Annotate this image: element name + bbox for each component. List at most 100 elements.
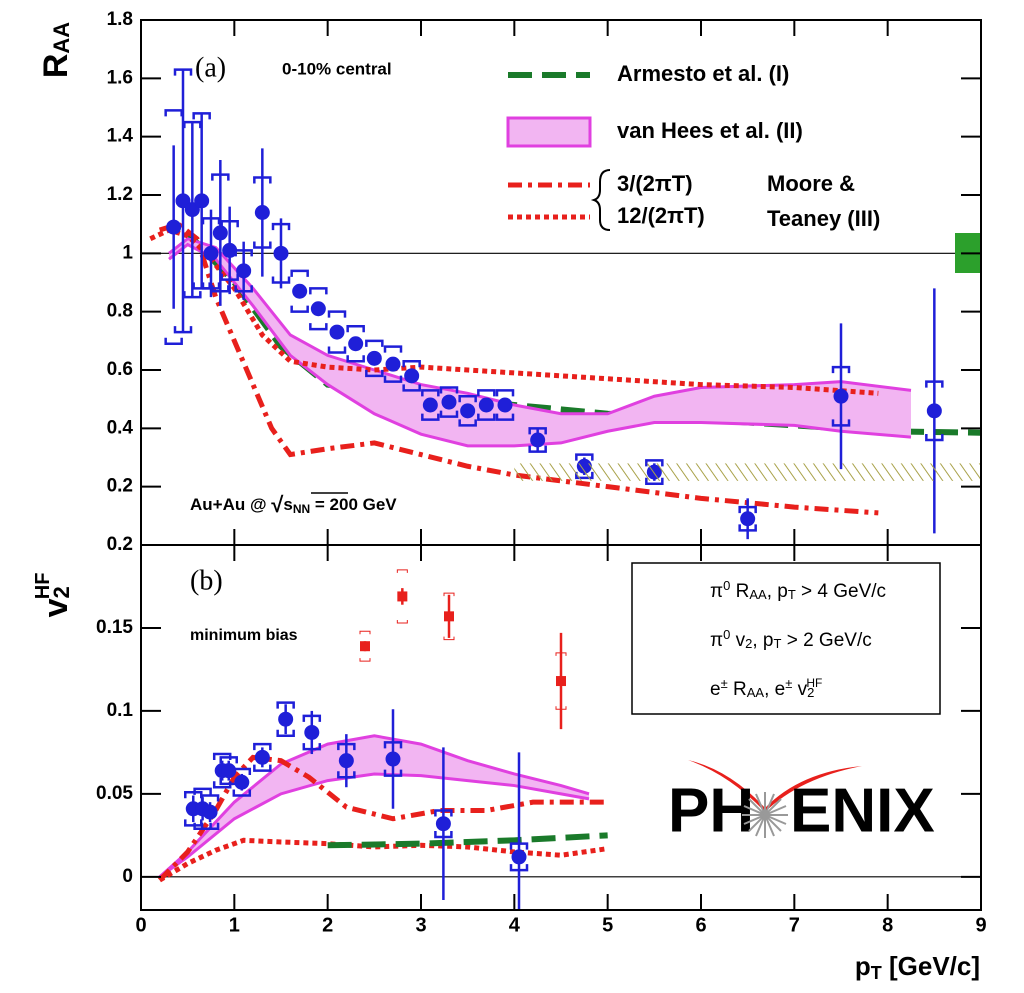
point	[385, 751, 401, 767]
point	[511, 849, 527, 865]
point	[212, 225, 228, 241]
annotation: 0-10% central	[282, 59, 392, 78]
sys-bracket	[309, 287, 328, 331]
band-edge	[158, 772, 590, 879]
logo-swoosh	[688, 760, 862, 812]
logo-text: PH	[668, 776, 754, 845]
y-tick-label: 1	[122, 242, 133, 263]
x-tick-label: 4	[509, 914, 521, 936]
sys-bracket	[253, 742, 272, 772]
legend-label: π0 v2, pT > 2 GeV/c	[710, 627, 872, 652]
sys-bracket	[528, 427, 547, 453]
y-tick-label: 0.4	[107, 417, 134, 438]
curve	[327, 832, 608, 849]
point	[397, 591, 408, 602]
point	[385, 356, 401, 372]
point	[833, 388, 849, 404]
logo-star	[742, 792, 788, 838]
point	[338, 753, 354, 769]
sys-bracket	[439, 386, 459, 418]
panel-label: (a)	[195, 52, 226, 83]
sys-bracket	[421, 389, 440, 421]
band	[514, 463, 981, 481]
curve	[158, 221, 879, 516]
band	[169, 238, 911, 446]
curve	[149, 227, 879, 396]
band	[159, 735, 589, 877]
y-tick-label: 0.2	[107, 534, 133, 555]
sys-bracket	[346, 325, 365, 363]
brace	[590, 169, 611, 231]
legend-box	[631, 562, 941, 715]
sys-bracket	[232, 767, 252, 797]
point	[348, 336, 364, 352]
sys-bracket	[290, 269, 309, 313]
point	[203, 245, 219, 261]
sys-bracket	[396, 569, 408, 624]
point	[254, 205, 270, 220]
sys-bracket	[402, 360, 421, 392]
point	[556, 676, 566, 687]
point	[304, 724, 320, 740]
point	[478, 397, 494, 413]
y-tick-label: 1.6	[107, 67, 133, 88]
y-tick-label: 0	[122, 866, 133, 887]
point	[278, 711, 294, 727]
point	[422, 397, 438, 413]
point	[194, 193, 210, 209]
point	[166, 219, 182, 235]
sys-bracket	[495, 389, 515, 421]
legend-label: π0 RAA, pT > 4 GeV/c	[710, 578, 886, 603]
panel-b-plot	[141, 569, 981, 910]
legend-label: van Hees et al. (II)	[617, 118, 803, 143]
sys-bracket	[200, 794, 220, 830]
x-tick-label: 5	[602, 914, 613, 936]
x-tick-label: 2	[322, 914, 333, 936]
point	[926, 403, 942, 419]
sys-bracket	[327, 310, 347, 354]
point	[460, 403, 476, 419]
x-tick-label: 8	[882, 914, 893, 936]
point	[441, 394, 457, 410]
legend-label: 3/(2πT)	[617, 171, 693, 196]
point	[310, 301, 326, 317]
x-tick-label: 0	[135, 914, 146, 936]
panel-a-plot	[141, 68, 981, 540]
point	[435, 816, 451, 832]
point	[360, 641, 370, 652]
y-tick-label: 1.4	[107, 126, 134, 147]
point	[202, 804, 218, 820]
sys-bracket	[458, 395, 477, 427]
annotation: minimum bias	[190, 627, 298, 644]
x-tick-label: 9	[975, 914, 986, 936]
sys-bracket	[164, 109, 183, 345]
panel-b-frame	[140, 544, 982, 911]
y-tick-label: 1.2	[107, 184, 133, 205]
legend-label: e± RAA, e± v2HF	[710, 676, 822, 701]
x-tick-label: 6	[695, 914, 706, 936]
sys-bracket	[383, 345, 403, 383]
point	[292, 283, 308, 299]
x-tick-label: 7	[789, 914, 800, 936]
sys-bracket	[359, 630, 371, 662]
point	[444, 611, 454, 622]
point	[221, 763, 237, 779]
y-tick-label: 0.15	[96, 617, 133, 638]
legend-group-label: Teaney (III)	[767, 206, 880, 231]
band-edge	[158, 734, 590, 878]
y-tick-label: 0.05	[96, 783, 133, 804]
y-tick-label: 0.2	[107, 476, 133, 497]
y-axis-title-a: RAA	[37, 22, 75, 78]
point	[530, 432, 546, 448]
point	[497, 397, 513, 413]
curve	[157, 754, 608, 882]
point	[236, 263, 252, 279]
point	[329, 324, 345, 340]
point	[222, 242, 238, 258]
sys-bracket	[443, 592, 455, 641]
x-tick-label: 3	[415, 914, 426, 936]
sys-bracket	[276, 701, 295, 738]
legend-swatch	[506, 116, 592, 148]
